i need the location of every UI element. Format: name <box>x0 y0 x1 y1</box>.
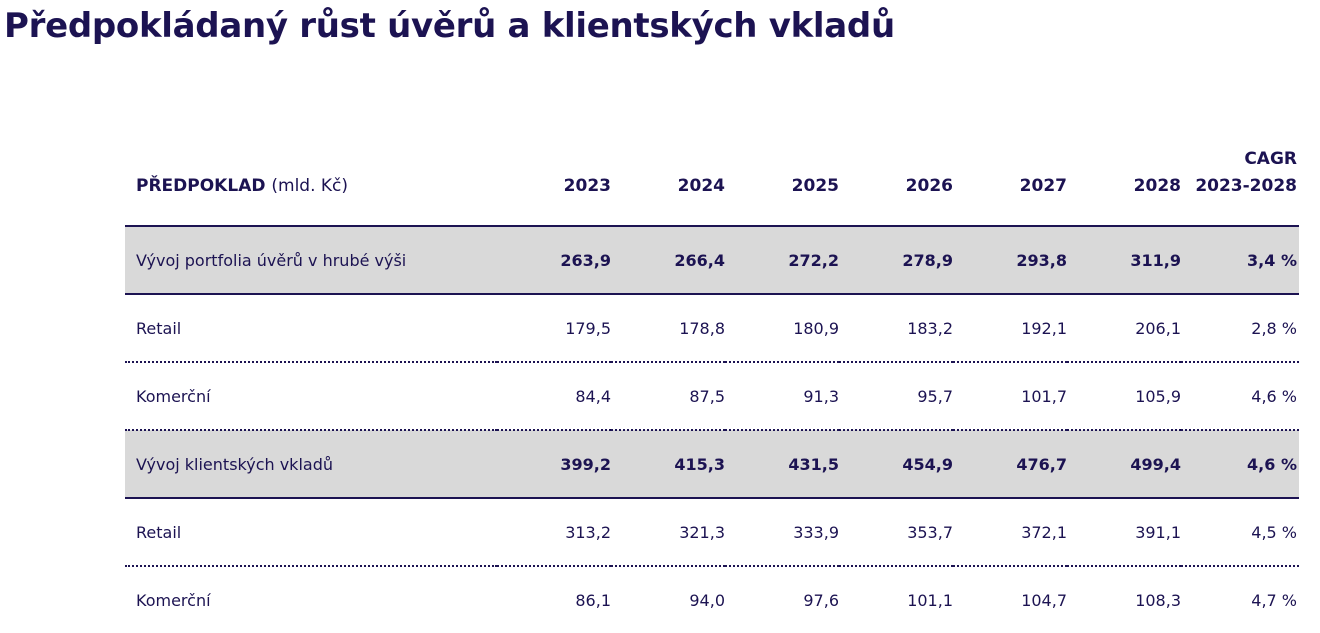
row-value: 95,7 <box>839 362 953 431</box>
header-year: 2026 <box>839 120 953 227</box>
row-value: 391,1 <box>1067 498 1181 567</box>
row-value: 192,1 <box>953 294 1067 363</box>
header-label-unit: (mld. Kč) <box>271 176 349 196</box>
row-value: 183,2 <box>839 294 953 363</box>
row-value: 266,4 <box>611 226 725 295</box>
row-value: 311,9 <box>1067 226 1181 295</box>
table-row: Komerční 84,4 87,5 91,3 95,7 101,7 105,9 4,6 % <box>125 362 1299 431</box>
row-value: 94,0 <box>689 590 725 610</box>
row-value: 101,7 <box>953 362 1067 431</box>
row-cagr: 2,8 % <box>1181 294 1299 363</box>
forecast-table: PŘEDPOKLAD (mld. Kč) 2023 2024 2025 2026… <box>125 120 1299 633</box>
row-value: 278,9 <box>839 226 953 295</box>
row-value: 178,8 <box>611 294 725 363</box>
row-value: 87,5 <box>611 362 725 431</box>
header-year: 2024 <box>611 120 725 227</box>
header-year: 2023 <box>497 120 611 227</box>
row-label: Retail <box>125 294 497 363</box>
header-cagr: CAGR 2023-2028 <box>1181 120 1299 227</box>
row-value: 104,7 <box>1021 590 1067 610</box>
row-value: 499,4 <box>1067 430 1181 499</box>
header-year: 2027 <box>953 120 1067 227</box>
header-cagr-period: 2023-2028 <box>1195 176 1297 196</box>
page-title: Předpokládaný růst úvěrů a klientských v… <box>4 6 895 46</box>
row-value: 415,3 <box>611 430 725 499</box>
row-label: Komerční <box>125 362 497 431</box>
row-value: 454,9 <box>839 430 953 499</box>
row-cagr: 3,4 % <box>1181 226 1299 295</box>
table-body: Vývoj portfolia úvěrů v hrubé výši 263,9 2… <box>125 226 1299 633</box>
row-value: 372,1 <box>953 498 1067 567</box>
row-value: 105,9 <box>1067 362 1181 431</box>
row-value: 84,4 <box>497 362 611 431</box>
row-value: 101,1 <box>907 590 953 610</box>
header-cagr-title: CAGR <box>1244 149 1297 169</box>
row-value: 86,1 <box>575 590 611 610</box>
table-row-summary: Vývoj klientských vkladů 399,2 415,3 431,5 4… <box>125 430 1299 499</box>
header-year: 2028 <box>1067 120 1181 227</box>
row-label: Retail <box>125 498 497 567</box>
row-value: 108,3 <box>1135 590 1181 610</box>
row-value: 180,9 <box>725 294 839 363</box>
row-label: Vývoj portfolia úvěrů v hrubé výši <box>125 226 497 295</box>
header-year: 2025 <box>725 120 839 227</box>
table-row: Retail 313,2 321,3 333,9 353,7 372,1 391,1 4,5 … <box>125 498 1299 567</box>
row-value: 91,3 <box>725 362 839 431</box>
row-value: 97,6 <box>803 590 839 610</box>
table-row-summary: Vývoj portfolia úvěrů v hrubé výši 263,9 2… <box>125 226 1299 295</box>
row-cagr: 4,6 % <box>1181 430 1299 499</box>
table-row: Komerční 86,1 94,0 97,6 101,1 104,7 108,3 4,7 % <box>125 566 1299 633</box>
row-value: 476,7 <box>953 430 1067 499</box>
row-cagr: 4,5 % <box>1181 498 1299 567</box>
row-value: 333,9 <box>725 498 839 567</box>
row-label: Vývoj klientských vkladů <box>125 430 497 499</box>
row-cagr: 4,7 % <box>1251 590 1297 610</box>
row-value: 293,8 <box>953 226 1067 295</box>
row-value: 353,7 <box>839 498 953 567</box>
row-value: 321,3 <box>611 498 725 567</box>
header-label-main: PŘEDPOKLAD <box>136 176 266 196</box>
row-value: 263,9 <box>497 226 611 295</box>
row-value: 313,2 <box>497 498 611 567</box>
row-cagr: 4,6 % <box>1181 362 1299 431</box>
row-label: Komerční <box>136 590 211 610</box>
row-value: 272,2 <box>725 226 839 295</box>
table-header-row: PŘEDPOKLAD (mld. Kč) 2023 2024 2025 2026… <box>125 120 1299 227</box>
row-value: 179,5 <box>497 294 611 363</box>
row-value: 206,1 <box>1067 294 1181 363</box>
row-value: 399,2 <box>497 430 611 499</box>
row-value: 431,5 <box>725 430 839 499</box>
header-label: PŘEDPOKLAD (mld. Kč) <box>125 120 497 227</box>
table-row: Retail 179,5 178,8 180,9 183,2 192,1 206,1 2,8 … <box>125 294 1299 363</box>
